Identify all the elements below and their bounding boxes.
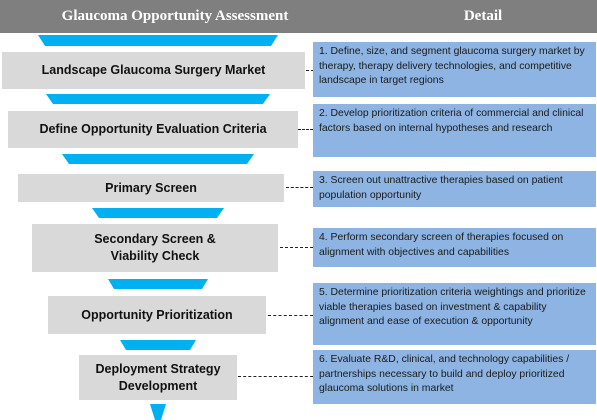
funnel-segment-3 <box>62 154 254 164</box>
funnel-segment-7 <box>150 404 166 420</box>
funnel-segment-4 <box>92 208 224 218</box>
stage-landscape-market: Landscape Glaucoma Surgery Market <box>2 52 305 89</box>
detail-2: 2. Develop prioritization criteria of co… <box>313 104 596 157</box>
connector-4 <box>280 247 313 248</box>
funnel-segment-2 <box>46 94 270 104</box>
diagram-title: Glaucoma Opportunity Assessment <box>61 8 289 24</box>
stage-secondary-screen: Secondary Screen & Viability Check <box>32 224 278 272</box>
header-bar <box>0 0 597 33</box>
connector-1 <box>306 70 314 71</box>
stage-evaluation-criteria: Define Opportunity Evaluation Criteria <box>8 111 298 148</box>
funnel-segment-6 <box>120 340 196 350</box>
funnel-segment-5 <box>108 279 208 289</box>
detail-5: 5. Determine prioritization criteria wei… <box>313 283 596 345</box>
detail-6: 6. Evaluate R&D, clinical, and technolog… <box>313 350 596 404</box>
stage-primary-screen: Primary Screen <box>18 174 284 202</box>
stage-opportunity-prioritization: Opportunity Prioritization <box>48 296 266 334</box>
stage-deployment-strategy: Deployment Strategy Development <box>79 355 237 400</box>
connector-2 <box>298 129 313 130</box>
detail-3: 3. Screen out unattractive therapies bas… <box>313 171 596 207</box>
connector-5 <box>268 315 313 316</box>
funnel-segment-1 <box>38 35 278 46</box>
detail-column-title: Detail <box>463 8 503 24</box>
connector-6 <box>238 376 313 377</box>
detail-4: 4. Perform secondary screen of therapies… <box>313 228 596 267</box>
funnel-graphic <box>38 35 278 420</box>
connector-3 <box>286 187 313 188</box>
detail-1: 1. Define, size, and segment glaucoma su… <box>313 42 596 97</box>
